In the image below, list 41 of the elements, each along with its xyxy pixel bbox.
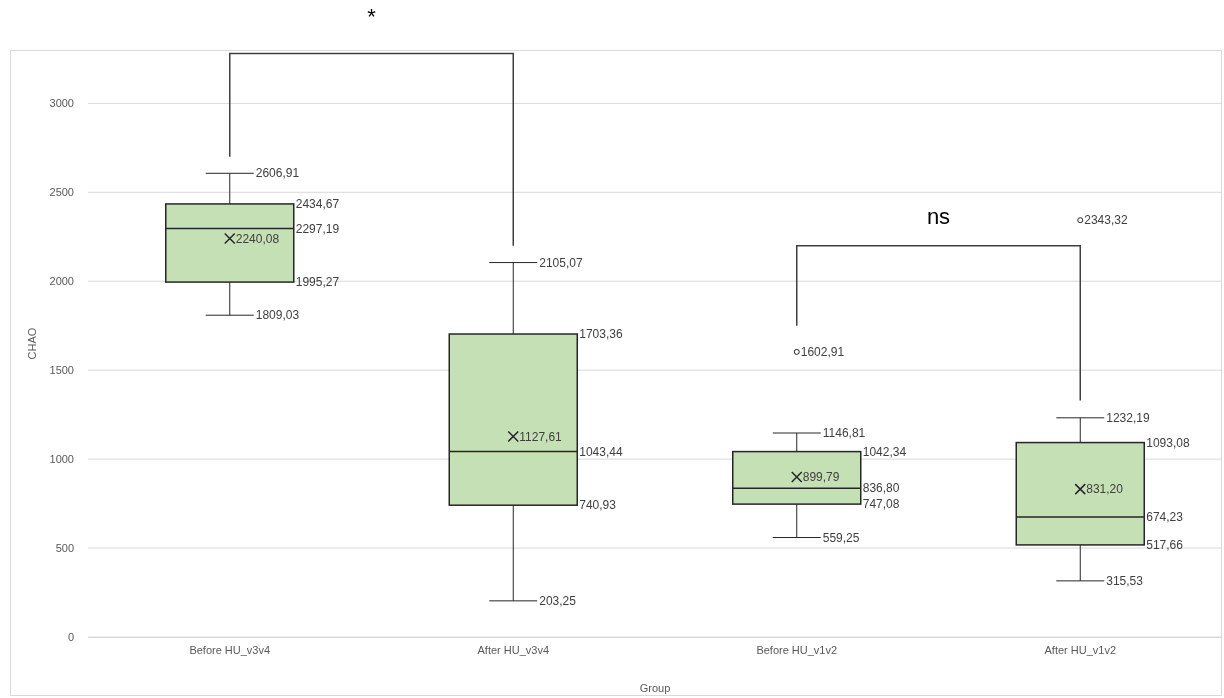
text: 1809,03	[255, 308, 300, 323]
text: 1043,44	[579, 444, 623, 459]
text: 1042,34	[862, 444, 907, 459]
text: 2343,32	[1084, 213, 1128, 228]
text: 831,20	[1086, 482, 1123, 497]
y-tick-label: 500	[55, 542, 74, 555]
text: 517,66	[1146, 538, 1183, 553]
text: 836,80	[862, 481, 900, 496]
text: 2434,67	[295, 197, 340, 212]
text: 2606,91	[255, 166, 300, 181]
text: 1602,91	[800, 345, 845, 360]
y-tick-label: 3000	[49, 97, 74, 110]
text: 203,25	[539, 594, 576, 609]
y-tick-label: 1500	[49, 364, 74, 377]
text: 2105,07	[539, 255, 583, 270]
text: 747,08	[862, 497, 900, 512]
x-tick-label: Before HU_v3v4	[189, 643, 271, 656]
y-tick-label: 2000	[49, 275, 74, 288]
y-tick-label: 0	[67, 631, 74, 644]
text: 559,25	[822, 530, 860, 545]
text: 1232,19	[1106, 411, 1150, 426]
x-tick-label: After HU_v3v4	[477, 643, 550, 656]
y-tick-label: 2500	[49, 186, 74, 199]
text: *	[367, 4, 377, 29]
x-axis-title: Group	[639, 682, 671, 694]
text: 740,93	[579, 498, 616, 513]
text: 2240,08	[235, 231, 280, 246]
text: 1093,08	[1146, 435, 1190, 450]
text: 899,79	[802, 470, 840, 485]
x-tick-label: After HU_v1v2	[1044, 643, 1117, 656]
text: 1703,36	[579, 327, 623, 342]
x-tick-label: Before HU_v1v2	[756, 643, 838, 656]
text: 2297,19	[295, 221, 340, 236]
text: 1127,61	[519, 429, 562, 444]
y-axis-title: CHAO	[26, 327, 38, 360]
text: 315,53	[1106, 574, 1143, 589]
text: 1995,27	[295, 275, 340, 290]
y-tick-label: 1000	[49, 453, 74, 466]
text: 674,23	[1146, 510, 1183, 525]
text: 1146,81	[822, 426, 866, 441]
annotation: ns	[926, 204, 951, 230]
